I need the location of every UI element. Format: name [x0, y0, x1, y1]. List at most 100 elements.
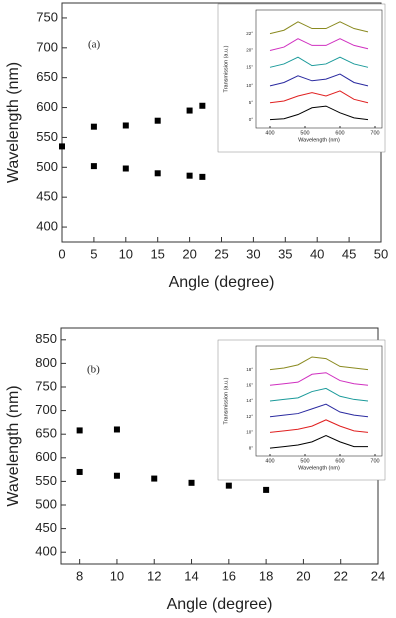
data-point [76, 427, 83, 434]
data-point [90, 163, 97, 170]
series-label: 8° [249, 445, 254, 450]
spectrum-line [269, 403, 369, 418]
y-tick-label: 750 [35, 378, 57, 393]
x-tick-label: 500 [300, 458, 309, 464]
y-tick-label: 450 [36, 189, 58, 204]
x-tick-label: 10 [110, 568, 124, 583]
plot-frame [255, 345, 383, 457]
y-tick-label: 650 [36, 69, 58, 84]
x-tick-label: 35 [278, 246, 292, 261]
x-axis-title: Wavelength (nm) [298, 137, 340, 143]
x-tick-label: 14 [184, 568, 198, 583]
x-tick-label: 20 [296, 568, 310, 583]
x-tick-label: 5 [90, 246, 97, 261]
y-tick-label: 600 [35, 449, 57, 464]
series-label: 14° [246, 398, 253, 403]
x-tick-label: 12 [147, 568, 161, 583]
series-label: 12° [246, 414, 253, 419]
data-point [151, 475, 158, 482]
x-axis-title: Angle (degree) [169, 274, 275, 291]
data-point [90, 123, 97, 130]
data-point [122, 165, 129, 172]
y-axis-title: Wavelength (nm) [5, 385, 22, 506]
spectrum-line [269, 105, 369, 121]
y-tick-label: 650 [35, 426, 57, 441]
x-tick-label: 400 [265, 130, 274, 136]
x-tick-label: 40 [310, 246, 324, 261]
series-label: 5° [249, 100, 254, 105]
x-tick-label: 30 [246, 246, 260, 261]
inset-frame [217, 3, 386, 153]
y-tick-label: 500 [36, 159, 58, 174]
y-tick-label: 700 [36, 39, 58, 54]
y-tick-label: 500 [35, 496, 57, 511]
x-tick-label: 16 [222, 568, 236, 583]
series-label: 10° [246, 83, 253, 88]
series-label: 10° [246, 430, 253, 435]
y-tick-label: 600 [36, 99, 58, 114]
data-point [76, 468, 83, 475]
plot-frame [255, 9, 383, 129]
y-tick-label: 700 [35, 402, 57, 417]
x-tick-label: 400 [265, 458, 274, 464]
x-tick-label: 600 [335, 458, 344, 464]
x-tick-label: 22 [333, 568, 347, 583]
x-tick-label: 8 [76, 568, 83, 583]
x-tick-label: 45 [342, 246, 356, 261]
spectrum-line [269, 435, 368, 449]
x-axis-title: Wavelength (nm) [298, 465, 340, 471]
panel-label: (b) [87, 364, 100, 376]
y-tick-label: 550 [35, 473, 57, 488]
data-point [225, 482, 232, 489]
x-tick-label: 500 [300, 130, 309, 136]
y-tick-label: 750 [36, 9, 58, 24]
data-point [113, 472, 120, 479]
x-axis-title: Angle (degree) [167, 596, 273, 613]
y-tick-label: 800 [35, 355, 57, 370]
x-tick-label: 0 [58, 246, 65, 261]
data-point [199, 173, 206, 180]
x-tick-label: 15 [150, 246, 164, 261]
spectrum-line [269, 21, 369, 35]
x-tick-label: 700 [370, 458, 379, 464]
y-axis-title: Transmission (a.u.) [223, 45, 229, 92]
y-axis-title: Wavelength (nm) [5, 62, 22, 183]
data-point [263, 486, 270, 493]
data-point [113, 426, 120, 433]
y-tick-label: 450 [35, 520, 57, 535]
x-tick-label: 10 [119, 246, 133, 261]
data-point [186, 172, 193, 179]
spectrum-line [269, 56, 369, 68]
data-point [154, 117, 161, 124]
data-point [199, 102, 206, 109]
spectrum-line [269, 387, 369, 402]
y-tick-label: 400 [35, 544, 57, 559]
data-point [186, 107, 193, 114]
panel-label: (a) [88, 39, 101, 51]
data-point [59, 143, 65, 150]
x-tick-label: 700 [370, 130, 379, 136]
spectrum-line [269, 356, 369, 371]
spectrum-line [269, 90, 369, 104]
y-tick-label: 400 [36, 219, 58, 234]
spectrum-line [269, 38, 369, 51]
y-tick-label: 850 [35, 331, 57, 346]
series-label: 16° [246, 382, 253, 387]
spectrum-line [269, 419, 369, 433]
series-label: 22° [246, 31, 253, 36]
x-tick-label: 24 [371, 568, 385, 583]
x-tick-label: 20 [182, 246, 196, 261]
series-label: 18° [246, 367, 253, 372]
x-tick-label: 50 [374, 246, 388, 261]
y-tick-label: 550 [36, 129, 58, 144]
series-label: 15° [246, 65, 253, 70]
spectrum-line [269, 73, 369, 87]
data-point [188, 479, 195, 486]
series-label: 0° [249, 117, 254, 122]
x-tick-label: 25 [214, 246, 228, 261]
data-point [154, 170, 161, 177]
x-tick-label: 18 [259, 568, 273, 583]
series-label: 20° [246, 48, 253, 53]
x-tick-label: 600 [335, 130, 344, 136]
